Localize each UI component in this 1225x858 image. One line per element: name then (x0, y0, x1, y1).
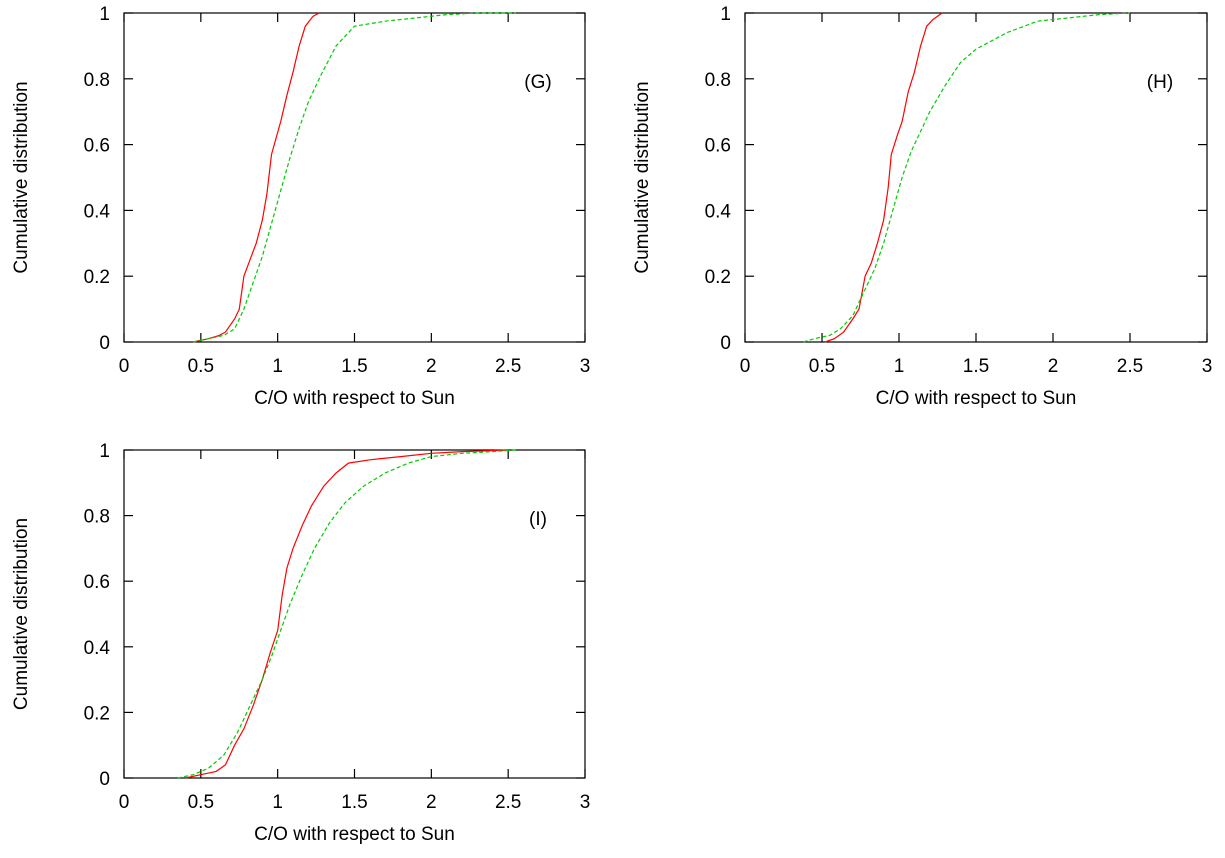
y-tick-label: 0.2 (84, 703, 110, 724)
x-axis-label: C/O with respect to Sun (254, 824, 455, 845)
series-line-dashed (192, 12, 516, 343)
x-tick-label: 2 (426, 356, 437, 377)
x-tick-label: 1.5 (963, 356, 989, 377)
y-tick-label: 0.6 (84, 136, 110, 157)
chart-panel-2: 0 0.5 1 1.5 2 2.5 3 0 0.2 0.4 0.6 0.8 1 C/O with resp… (11, 441, 590, 845)
y-tick-label: 0.6 (705, 136, 731, 157)
y-tick-label: 0 (720, 333, 731, 354)
x-tick-label: 0.5 (809, 356, 835, 377)
y-tick-label: 0.6 (84, 572, 110, 593)
y-axis-label: Cumulative distribution (632, 81, 653, 273)
x-tick-label: 2 (1048, 356, 1059, 377)
y-tick-label: 1 (99, 441, 110, 462)
series-line-solid (192, 12, 320, 343)
x-tick-label: 1 (272, 792, 283, 813)
panel-label: (I) (529, 509, 547, 530)
chart-panel-0: 0 0.5 1 1.5 2 2.5 3 0 0.2 0.4 0.6 0.8 1 C/O with resp… (11, 4, 590, 409)
x-tick-label: 0 (119, 792, 130, 813)
y-axis-label: Cumulative distribution (11, 81, 32, 273)
series-line-dashed (177, 449, 516, 779)
series-line-solid (824, 12, 943, 343)
x-tick-label: 1.5 (341, 792, 367, 813)
x-tick-label: 3 (1202, 356, 1213, 377)
x-tick-label: 2.5 (1117, 356, 1143, 377)
plot-frame (123, 449, 586, 779)
y-tick-label: 0.8 (705, 70, 731, 91)
y-tick-label: 0.4 (84, 638, 111, 659)
panel-label: (H) (1147, 72, 1173, 93)
plot-frame (123, 12, 586, 343)
y-tick-label: 0.4 (84, 201, 111, 222)
y-tick-label: 0.4 (705, 201, 732, 222)
y-tick-label: 0.2 (84, 267, 110, 288)
x-axis-label: C/O with respect to Sun (876, 388, 1077, 409)
y-tick-label: 0 (99, 769, 110, 790)
x-tick-label: 0.5 (188, 356, 214, 377)
plot-frame (744, 12, 1208, 343)
series-line-dashed (803, 12, 1131, 343)
y-tick-label: 0.8 (84, 70, 110, 91)
panel-label: (G) (524, 72, 551, 93)
x-tick-label: 1 (272, 356, 283, 377)
x-tick-label: 1.5 (341, 356, 367, 377)
y-tick-label: 0.8 (84, 507, 110, 528)
y-axis-label: Cumulative distribution (11, 518, 32, 710)
y-tick-label: 0 (99, 333, 110, 354)
x-tick-label: 0 (119, 356, 130, 377)
series-line-solid (185, 449, 509, 779)
x-tick-label: 3 (580, 792, 591, 813)
x-axis-label: C/O with respect to Sun (254, 388, 455, 409)
x-tick-label: 0.5 (188, 792, 214, 813)
x-tick-label: 0 (740, 356, 751, 377)
x-tick-label: 2 (426, 792, 437, 813)
y-tick-label: 1 (720, 4, 731, 25)
x-tick-label: 2.5 (495, 356, 521, 377)
y-tick-label: 1 (99, 4, 110, 25)
x-tick-label: 3 (580, 356, 591, 377)
chart-panel-1: 0 0.5 1 1.5 2 2.5 3 0 0.2 0.4 0.6 0.8 1 C/O with resp… (632, 4, 1212, 409)
y-tick-label: 0.2 (705, 267, 731, 288)
x-tick-label: 1 (894, 356, 905, 377)
x-tick-label: 2.5 (495, 792, 521, 813)
